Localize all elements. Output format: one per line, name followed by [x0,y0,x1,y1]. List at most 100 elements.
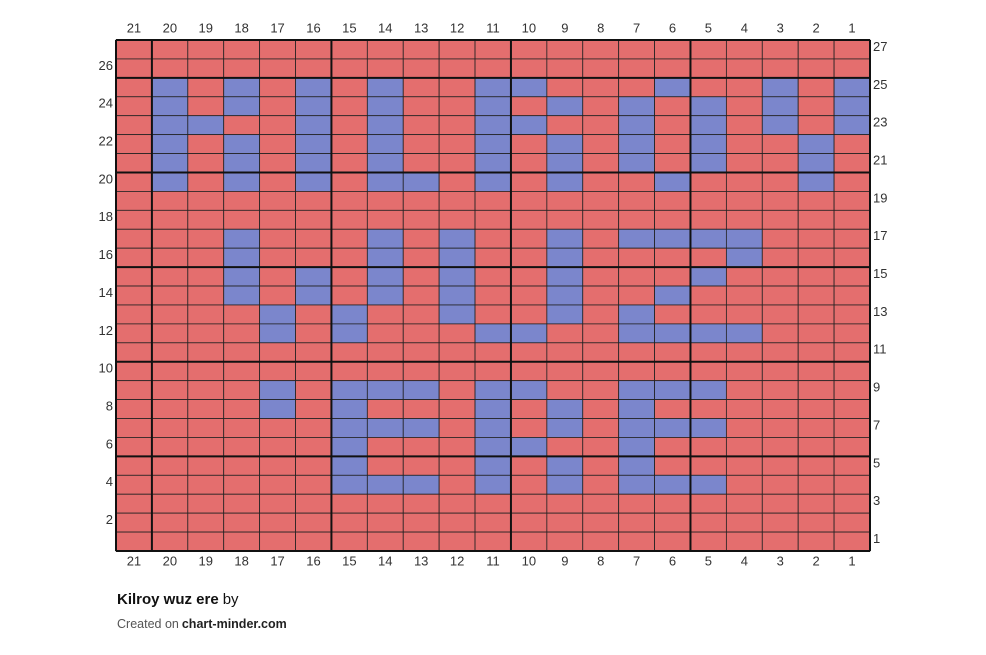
stitch-cell [510,361,548,382]
column-label-top: 16 [306,20,320,35]
stitch-cell [690,247,727,268]
stitch-cell [438,342,476,363]
stitch-cell [546,153,584,173]
stitch-cell [223,153,261,173]
stitch-cell [438,39,476,60]
stitch-cell [223,361,261,382]
stitch-cell [223,493,261,514]
stitch-cell [654,266,691,287]
stitch-cell [725,361,763,382]
row-label: 19 [873,190,887,205]
stitch-cell [797,437,835,457]
stitch-cell [797,172,835,192]
stitch-cell [331,285,368,306]
stitch-cell [115,437,153,457]
stitch-cell [259,228,296,249]
stitch-cell [582,361,620,382]
stitch-cell [402,418,440,438]
stitch-cell [618,493,655,514]
stitch-cell [833,342,871,363]
stitch-cell [402,77,440,98]
stitch-cell [546,437,584,457]
stitch-cell [582,493,620,514]
stitch-cell [223,285,261,306]
column-label-bottom: 16 [306,553,320,568]
stitch-cell [474,474,512,495]
stitch-cell [259,285,296,306]
stitch-cell [187,191,225,211]
stitch-cell [115,399,153,419]
stitch-cell [151,172,189,192]
stitch-cell [582,304,620,325]
stitch-cell [366,285,404,306]
stitch-cell [331,153,368,173]
stitch-cell [259,474,296,495]
stitch-cell [761,266,799,287]
stitch-cell [187,418,225,438]
column-label-bottom: 8 [597,553,604,568]
stitch-cell [797,399,835,419]
stitch-cell [331,191,368,211]
stitch-cell [402,58,440,79]
column-label-top: 2 [813,20,820,35]
stitch-cell [761,77,799,98]
stitch-cell [618,285,655,306]
stitch-cell [115,77,153,98]
stitch-cell [654,493,691,514]
stitch-cell [151,304,189,325]
stitch-cell [546,115,584,136]
row-label: 26 [99,58,113,73]
stitch-cell [725,418,763,438]
stitch-cell [187,96,225,117]
stitch-cell [295,172,332,192]
stitch-cell [654,115,691,136]
column-label-bottom: 13 [414,553,428,568]
stitch-cell [618,39,655,60]
stitch-cell [797,323,835,344]
stitch-cell [833,380,871,400]
stitch-cell [295,304,332,325]
row-label: 13 [873,304,887,319]
stitch-cell [366,77,404,98]
stitch-cell [402,266,440,287]
stitch-cell [187,361,225,382]
row-label: 25 [873,77,887,92]
stitch-cell [259,153,296,173]
stitch-cell [331,58,368,79]
stitch-cell [546,134,584,154]
stitch-cell [546,323,584,344]
stitch-cell [690,58,727,79]
stitch-cell [654,399,691,419]
column-label-bottom: 15 [342,553,356,568]
stitch-cell [331,172,368,192]
stitch-cell [187,323,225,344]
by-label: by [223,591,239,608]
stitch-cell [546,77,584,98]
stitch-cell [115,323,153,344]
stitch-cell [725,399,763,419]
stitch-cell [438,191,476,211]
stitch-cell [223,455,261,476]
stitch-cell [546,209,584,230]
stitch-cell [115,455,153,476]
stitch-cell [510,96,548,117]
column-label-bottom: 7 [633,553,640,568]
column-label-bottom: 3 [777,553,784,568]
stitch-cell [366,380,404,400]
stitch-cell [151,474,189,495]
stitch-cell [654,209,691,230]
stitch-cell [187,39,225,60]
stitch-cell [761,115,799,136]
stitch-cell [582,247,620,268]
stitch-cell [761,323,799,344]
stitch-cell [654,437,691,457]
stitch-cell [223,58,261,79]
site-link[interactable]: chart-minder.com [182,617,287,631]
stitch-cell [331,247,368,268]
stitch-cell [797,493,835,514]
stitch-cell [725,191,763,211]
stitch-cell [331,323,368,344]
created-on: Created on [117,617,179,631]
column-label-bottom: 5 [705,553,712,568]
